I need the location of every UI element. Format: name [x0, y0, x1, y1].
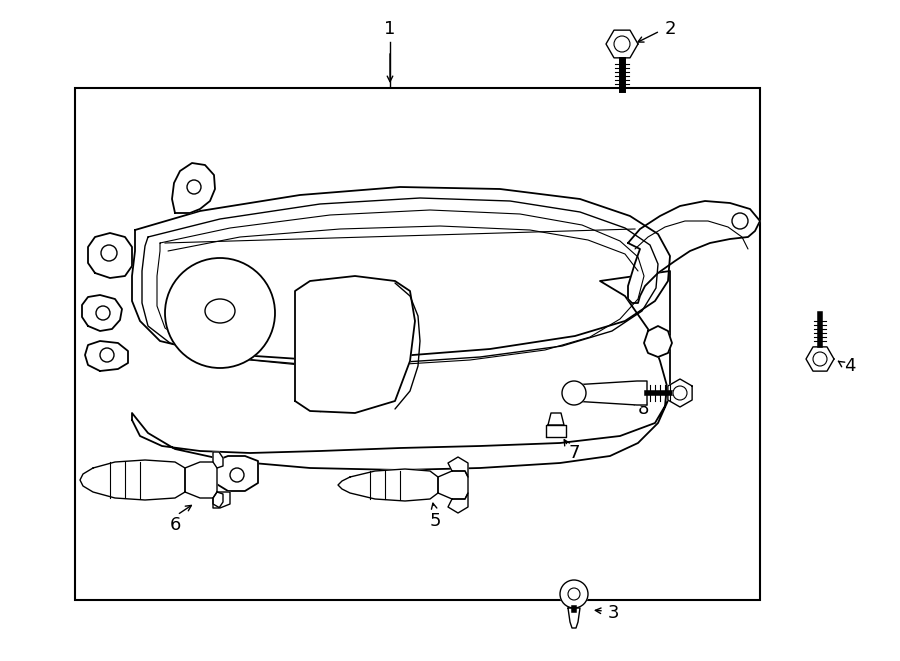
Circle shape: [101, 245, 117, 261]
Polygon shape: [85, 341, 128, 371]
Polygon shape: [606, 30, 638, 58]
Polygon shape: [438, 471, 468, 499]
Polygon shape: [80, 460, 185, 500]
Polygon shape: [806, 347, 834, 371]
Polygon shape: [628, 201, 760, 303]
Text: 5: 5: [429, 512, 441, 530]
Polygon shape: [338, 469, 438, 501]
Circle shape: [96, 306, 110, 320]
Polygon shape: [213, 452, 223, 468]
Text: 2: 2: [665, 20, 677, 38]
Circle shape: [165, 258, 275, 368]
Text: 3: 3: [608, 604, 619, 622]
Circle shape: [813, 352, 827, 366]
Text: 6: 6: [169, 516, 181, 534]
Polygon shape: [548, 413, 564, 425]
Circle shape: [673, 386, 687, 400]
Polygon shape: [644, 326, 672, 357]
Circle shape: [562, 381, 586, 405]
Polygon shape: [448, 493, 468, 513]
Circle shape: [230, 468, 244, 482]
Polygon shape: [213, 492, 223, 508]
Polygon shape: [295, 276, 415, 413]
Polygon shape: [448, 457, 468, 477]
Polygon shape: [88, 233, 132, 278]
Circle shape: [100, 348, 114, 362]
Bar: [75, 88, 760, 600]
Polygon shape: [572, 381, 647, 405]
Circle shape: [732, 213, 748, 229]
Text: 1: 1: [384, 20, 396, 38]
Polygon shape: [668, 379, 692, 407]
Polygon shape: [215, 456, 258, 491]
Polygon shape: [185, 462, 217, 498]
Circle shape: [568, 588, 580, 600]
Circle shape: [614, 36, 630, 52]
Circle shape: [187, 180, 201, 194]
Polygon shape: [82, 295, 122, 331]
Text: 4: 4: [844, 357, 856, 375]
Polygon shape: [568, 608, 580, 628]
Polygon shape: [132, 187, 670, 359]
Circle shape: [560, 580, 588, 608]
Text: 7: 7: [568, 444, 580, 462]
Text: 8: 8: [638, 400, 650, 418]
Polygon shape: [213, 492, 230, 508]
Polygon shape: [546, 425, 566, 437]
Polygon shape: [172, 163, 215, 213]
Polygon shape: [132, 271, 670, 470]
Ellipse shape: [205, 299, 235, 323]
